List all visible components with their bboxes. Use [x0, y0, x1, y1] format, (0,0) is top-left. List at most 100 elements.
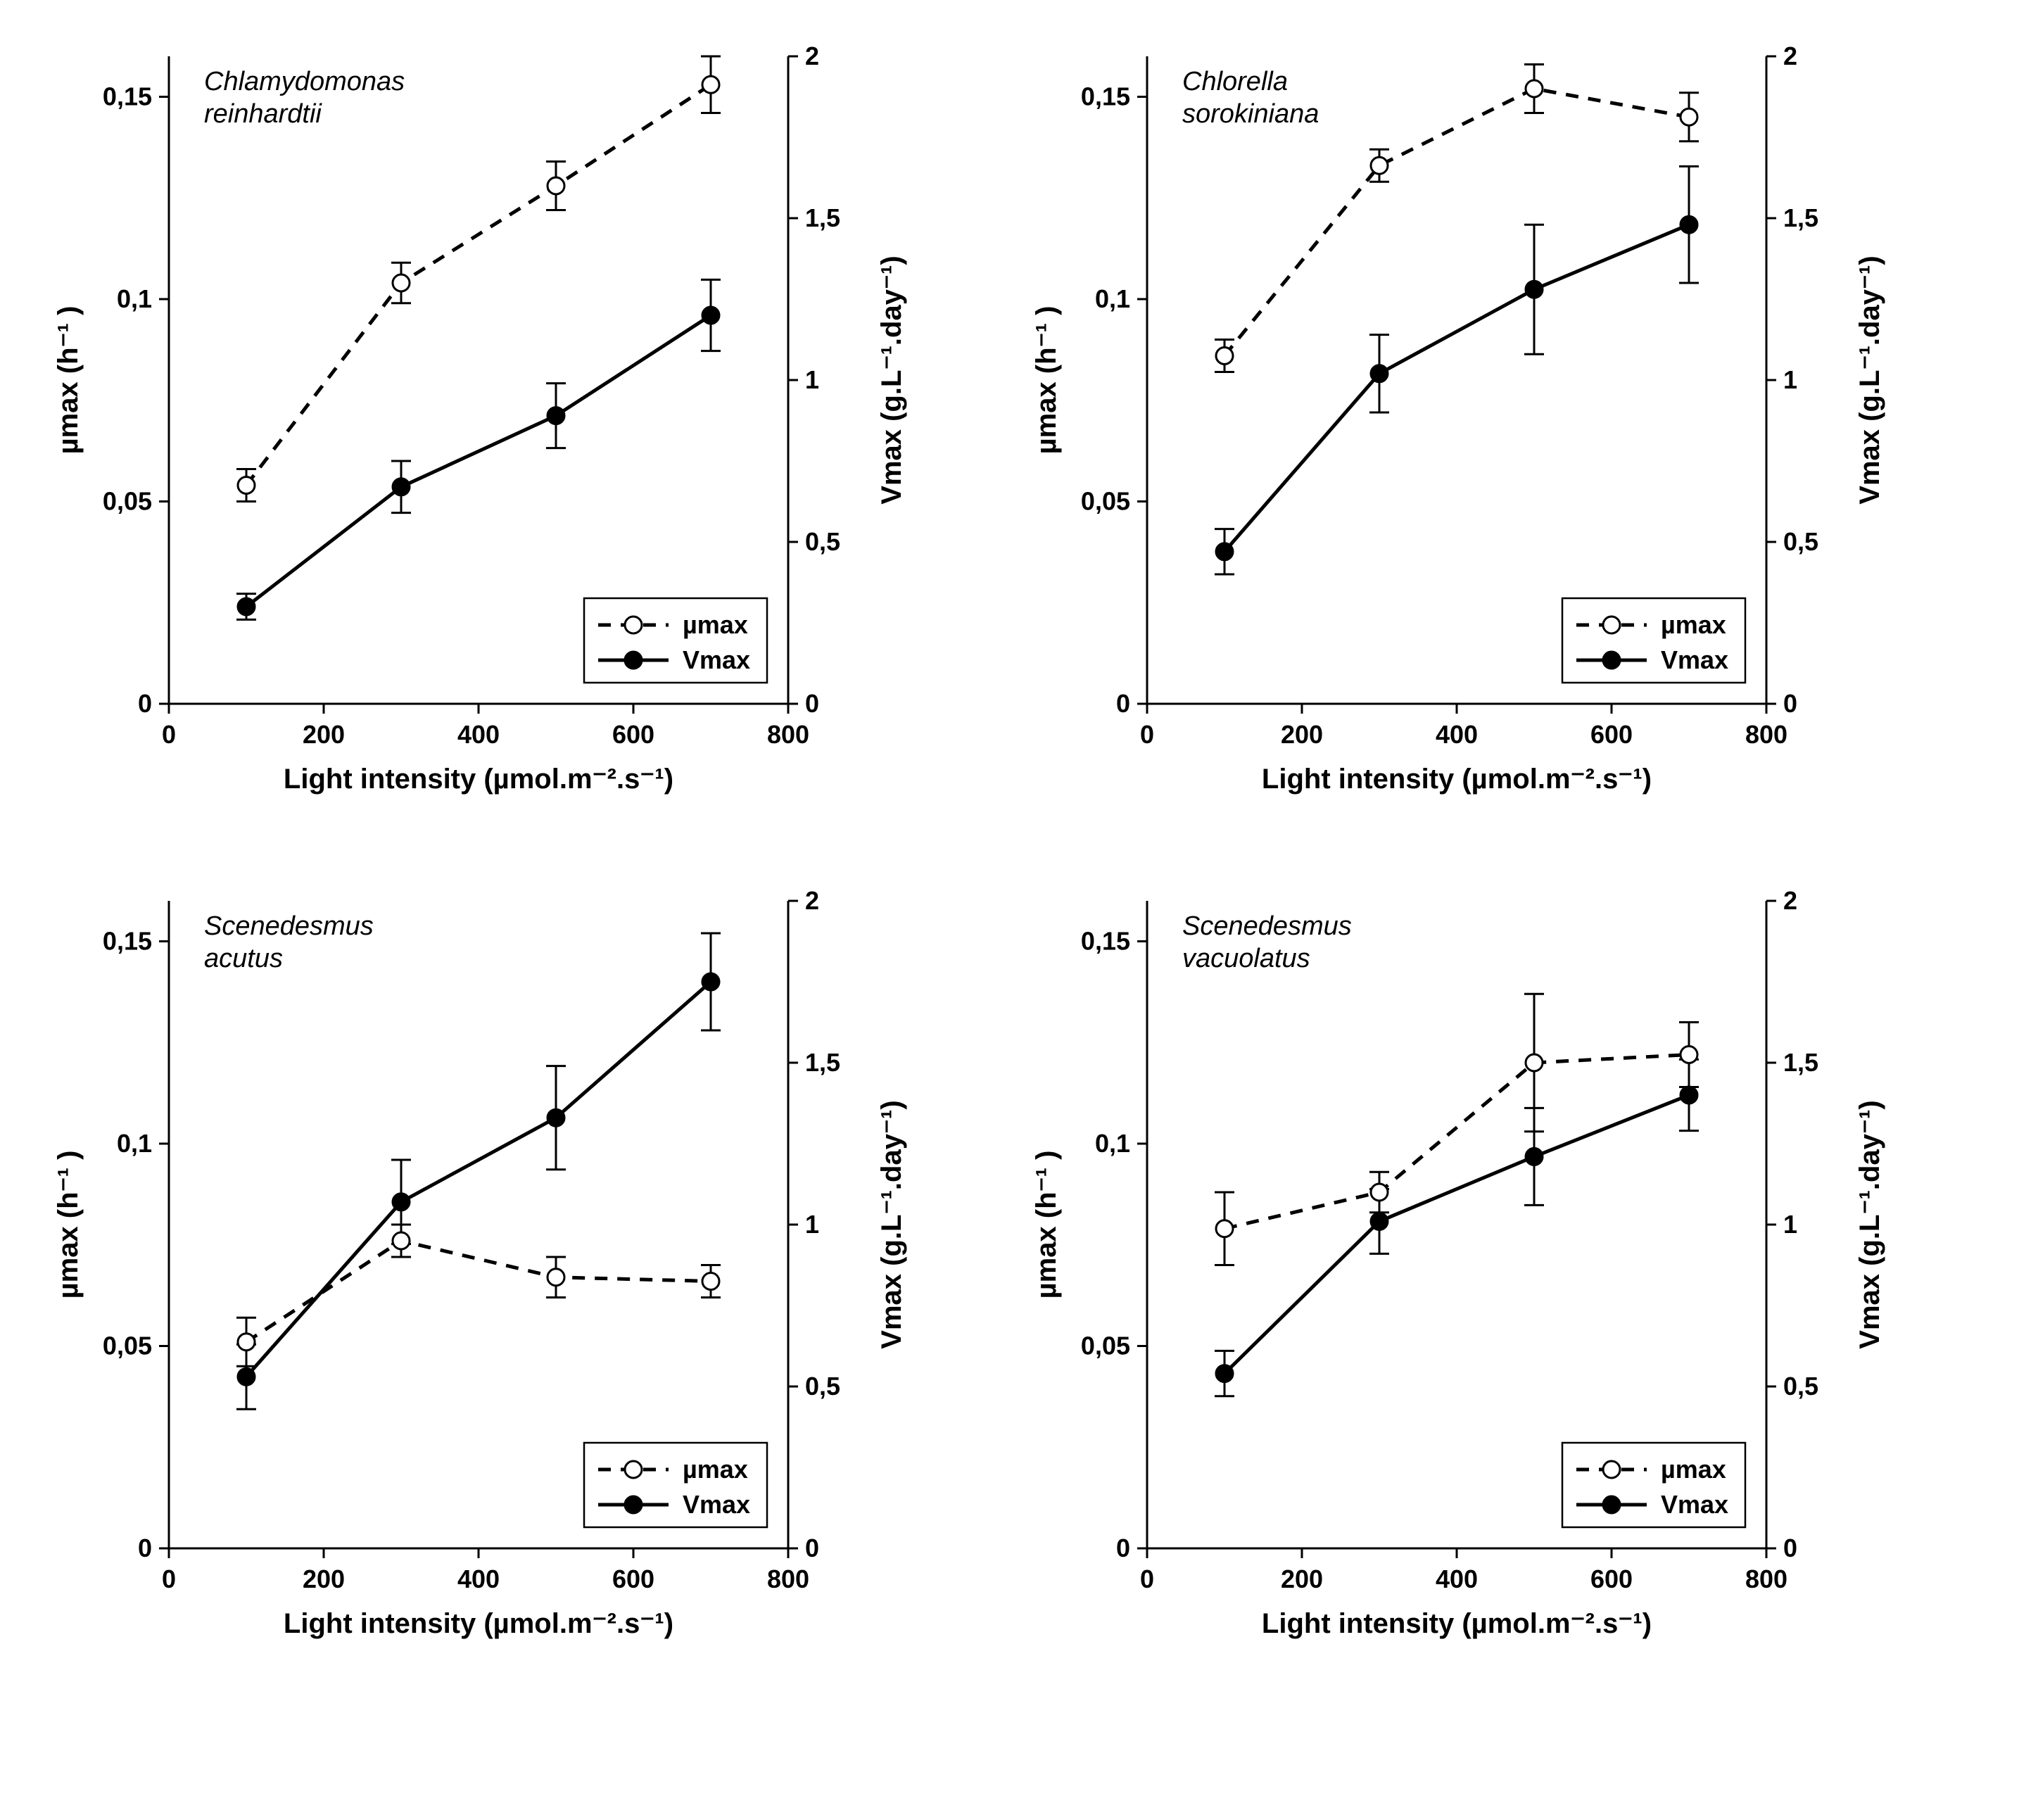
v-marker	[548, 1109, 564, 1126]
right-y-axis-title: Vmax (g.L⁻¹.day⁻¹)	[1854, 255, 1885, 504]
left-y-axis-title: µmax (h⁻¹ )	[53, 1151, 84, 1299]
svg-text:0: 0	[1140, 1565, 1154, 1593]
svg-text:200: 200	[1281, 720, 1323, 749]
legend-mu-label: µmax	[1661, 1455, 1726, 1484]
svg-text:2: 2	[805, 886, 819, 915]
mu-marker	[238, 1334, 255, 1351]
species-label: sorokiniana	[1182, 99, 1319, 129]
svg-text:0: 0	[1116, 689, 1130, 718]
legend-mu-label: µmax	[1661, 610, 1726, 639]
v-line	[1224, 1095, 1689, 1374]
legend-v-label: Vmax	[1661, 645, 1728, 674]
mu-marker	[1681, 108, 1697, 125]
svg-text:0,5: 0,5	[1783, 527, 1818, 556]
chart-panel: 020040060080000,050,10,1500,511,52Light …	[1006, 873, 1928, 1675]
v-marker	[702, 307, 719, 324]
svg-text:800: 800	[767, 720, 809, 749]
v-line	[1224, 225, 1689, 552]
chart-grid: 020040060080000,050,10,1500,511,52Light …	[28, 28, 1928, 1675]
left-y-axis-title: µmax (h⁻¹ )	[1031, 1151, 1062, 1299]
svg-text:1: 1	[805, 1210, 819, 1239]
v-marker	[1681, 216, 1697, 233]
svg-text:0,5: 0,5	[805, 527, 840, 556]
mu-marker	[1371, 157, 1388, 174]
mu-marker	[702, 1273, 719, 1290]
svg-text:2: 2	[1783, 42, 1797, 70]
svg-text:400: 400	[457, 1565, 500, 1593]
svg-text:0: 0	[1116, 1534, 1130, 1562]
svg-text:2: 2	[805, 42, 819, 70]
svg-text:600: 600	[612, 1565, 654, 1593]
svg-text:0,5: 0,5	[1783, 1372, 1818, 1401]
svg-text:1,5: 1,5	[805, 203, 840, 232]
left-y-axis-title: µmax (h⁻¹ )	[53, 306, 84, 455]
svg-text:200: 200	[303, 1565, 345, 1593]
species-label: Scenedesmus	[1182, 911, 1352, 941]
v-marker	[1526, 281, 1543, 298]
mu-line	[246, 1241, 711, 1342]
species-label: Chlamydomonas	[204, 67, 405, 96]
svg-text:0,1: 0,1	[1095, 1129, 1130, 1158]
chart-panel: 020040060080000,050,10,1500,511,52Light …	[1006, 28, 1928, 830]
x-axis-title: Light intensity (µmol.m⁻².s⁻¹)	[284, 764, 673, 795]
mu-marker	[702, 76, 719, 93]
svg-text:0: 0	[1783, 689, 1797, 718]
svg-text:1,5: 1,5	[1783, 1048, 1818, 1077]
legend-v-label: Vmax	[683, 645, 750, 674]
v-line	[246, 982, 711, 1377]
mu-marker	[1216, 1220, 1233, 1237]
svg-text:2: 2	[1783, 886, 1797, 915]
mu-marker	[548, 1269, 564, 1286]
v-marker	[548, 407, 564, 424]
svg-text:0,15: 0,15	[1081, 82, 1130, 111]
svg-text:0,1: 0,1	[117, 284, 152, 313]
x-axis-title: Light intensity (µmol.m⁻².s⁻¹)	[284, 1608, 673, 1639]
mu-marker	[1526, 80, 1543, 97]
chart-panel: 020040060080000,050,10,1500,511,52Light …	[28, 873, 950, 1675]
mu-marker	[1681, 1047, 1697, 1063]
svg-text:200: 200	[303, 720, 345, 749]
v-marker	[1371, 365, 1388, 382]
legend-v-label: Vmax	[1661, 1490, 1728, 1519]
svg-text:0,05: 0,05	[1081, 1332, 1130, 1360]
svg-text:0: 0	[1140, 720, 1154, 749]
svg-text:0: 0	[138, 1534, 152, 1562]
x-axis-title: Light intensity (µmol.m⁻².s⁻¹)	[1262, 764, 1652, 795]
svg-text:0: 0	[162, 720, 176, 749]
svg-text:0,05: 0,05	[103, 1332, 152, 1360]
svg-text:0,15: 0,15	[1081, 927, 1130, 956]
legend-mu-label: µmax	[683, 610, 748, 639]
v-marker	[393, 1194, 410, 1211]
svg-text:0,15: 0,15	[103, 927, 152, 956]
svg-text:1: 1	[1783, 365, 1797, 394]
svg-text:0: 0	[138, 689, 152, 718]
mu-marker	[238, 477, 255, 494]
svg-text:0,05: 0,05	[103, 487, 152, 516]
mu-marker	[393, 1232, 410, 1249]
svg-text:0,05: 0,05	[1081, 487, 1130, 516]
species-label: Scenedesmus	[204, 911, 374, 941]
svg-text:0,5: 0,5	[805, 1372, 840, 1401]
x-axis-title: Light intensity (µmol.m⁻².s⁻¹)	[1262, 1608, 1652, 1639]
svg-text:600: 600	[1590, 720, 1633, 749]
mu-line	[246, 84, 711, 485]
svg-text:800: 800	[767, 1565, 809, 1593]
v-marker	[1371, 1213, 1388, 1230]
mu-marker	[548, 177, 564, 194]
species-label: reinhardtii	[204, 99, 322, 129]
svg-text:800: 800	[1745, 720, 1787, 749]
v-marker	[1526, 1148, 1543, 1165]
chart-panel: 020040060080000,050,10,1500,511,52Light …	[28, 28, 950, 830]
svg-text:200: 200	[1281, 1565, 1323, 1593]
svg-text:400: 400	[457, 720, 500, 749]
v-marker	[393, 479, 410, 495]
right-y-axis-title: Vmax (g.L⁻¹.day⁻¹)	[1854, 1100, 1885, 1348]
mu-line	[1224, 1055, 1689, 1229]
mu-marker	[393, 274, 410, 291]
species-label: vacuolatus	[1182, 944, 1310, 973]
svg-text:0: 0	[805, 1534, 819, 1562]
svg-text:0,15: 0,15	[103, 82, 152, 111]
svg-text:0: 0	[1783, 1534, 1797, 1562]
v-marker	[1216, 543, 1233, 560]
svg-text:0,1: 0,1	[1095, 284, 1130, 313]
